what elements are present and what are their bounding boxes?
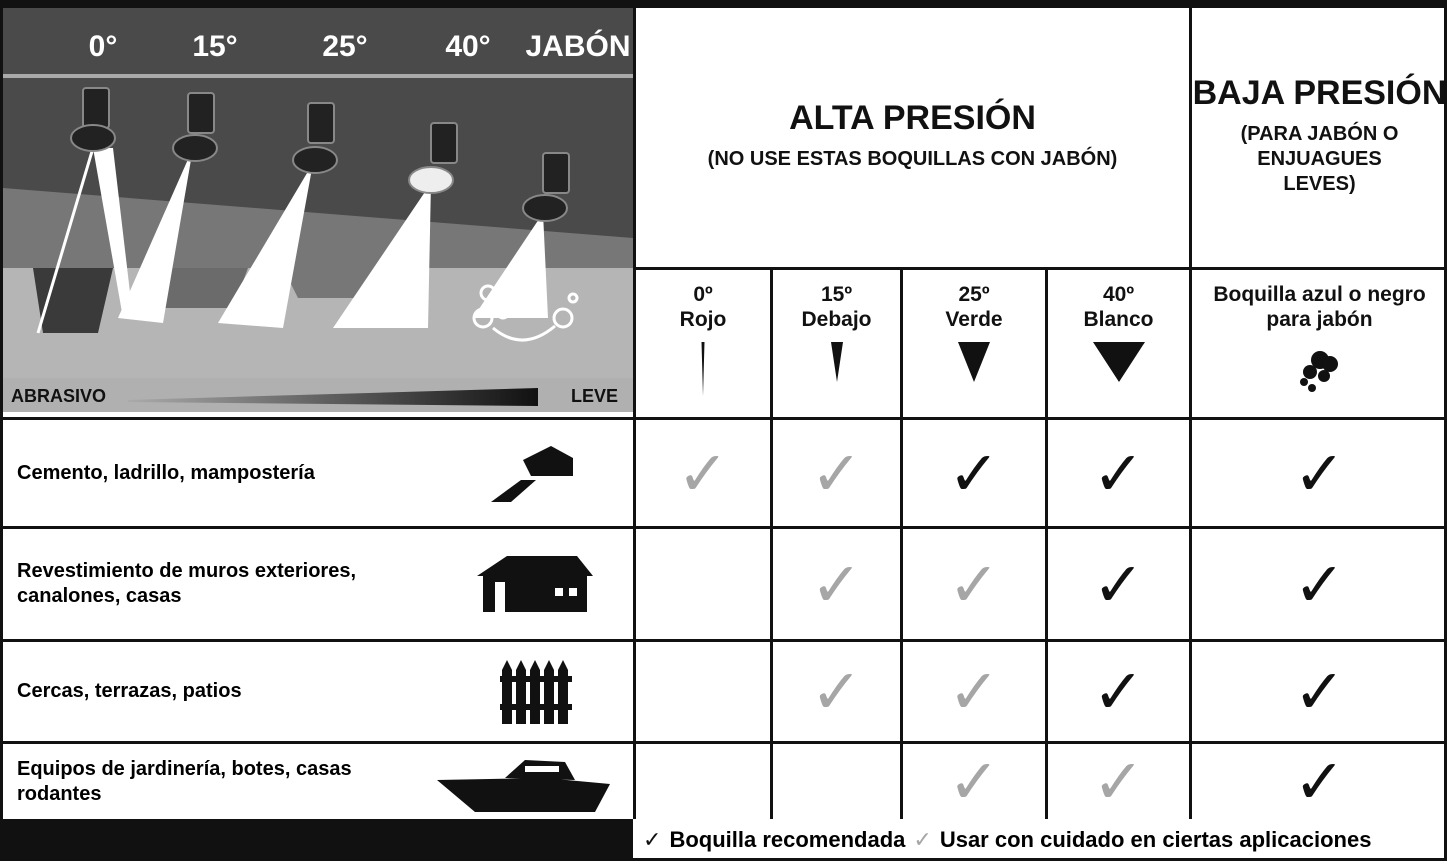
row-label: Revestimiento de muros exteriores, canal… [17,560,357,607]
nozzle-icon [701,342,705,397]
footer-bar [3,819,633,861]
check-mark: ✓ [1293,745,1346,818]
check-cell: ✓ [900,526,1045,639]
legend-mark: ✓ [913,827,932,853]
nozzle-icon [958,342,990,383]
legend-label: Boquilla recomendada [669,827,906,852]
check-cell: ✓ [1189,526,1447,639]
spray-shape [1092,342,1145,383]
surface-icon [500,660,572,724]
check-cell [633,639,770,741]
nozzle-icon [1092,342,1145,383]
row-label: Cercas, terrazas, patios [17,680,242,702]
check-mark: ✓ [1092,547,1145,621]
header-subtitle: (PARA JABÓN O ENJUAGUES LEVES) [1240,123,1399,196]
check-cell: ✓ [900,741,1045,819]
soap-bubble [1321,356,1338,373]
check-cell: ✓ [900,639,1045,741]
check-mark: ✓ [1293,655,1346,728]
nozzle-icon [1299,351,1338,393]
column-header: 25º Verde [900,267,1045,417]
column-name: Boquilla azul o negro para jabón [1213,283,1426,332]
spray-shape [701,342,705,397]
column-angle: 0º [693,283,713,306]
check-cell [633,526,770,639]
check-mark: ✓ [948,655,1000,728]
check-cell: ✓ [770,417,900,526]
check-mark: ✓ [1092,436,1145,510]
column-angle: 15º [820,283,853,306]
check-mark: ✓ [810,655,863,728]
column-angle: 40º [1102,283,1135,306]
check-mark: ✓ [810,547,863,621]
header-subtitle: (NO USE ESTAS BOQUILLAS CON JABÓN) [707,148,1118,171]
column-header: Boquilla azul o negro para jabón [1189,267,1447,417]
check-cell [633,741,770,819]
surface-icon [437,760,610,812]
check-cell: ✓ [770,639,900,741]
row-label: Equipos de jardinería, botes, casas roda… [17,757,352,805]
soap-bubble [1299,378,1308,387]
angle-label: 15° [192,30,237,63]
check-cell: ✓ [633,417,770,526]
check-cell: ✓ [1045,417,1189,526]
check-cell: ✓ [1189,417,1447,526]
check-mark: ✓ [1293,547,1346,621]
column-angle: 25º [958,283,990,306]
check-mark: ✓ [948,436,1000,510]
column-header: 40º Blanco [1045,267,1189,417]
check-mark: ✓ [1092,655,1145,728]
column-header: 15º Debajo [770,267,900,417]
check-cell: ✓ [1045,639,1189,741]
nozzle-illustration: ABRASIVO LEVE 0° 15° 25° 40° JABÓN [3,8,633,412]
legend-mark: ✓ [643,827,662,853]
check-mark: ✓ [677,436,729,510]
check-cell [770,741,900,819]
spray-shape [958,342,990,383]
row-label: Cemento, ladrillo, mampostería [17,461,315,484]
check-cell: ✓ [1189,741,1447,819]
header-title: BAJA PRESIÓN [1192,73,1447,112]
surface-icon [491,445,573,502]
column-name: Debajo [801,308,872,332]
angle-label: 40° [445,30,490,63]
legend: ✓ Boquilla recomendada ✓ Usar con cuidado e… [643,819,1371,861]
scale-left: ABRASIVO [11,386,106,406]
check-mark: ✓ [948,745,1000,818]
soap-bubble [1302,365,1317,380]
check-cell: ✓ [770,526,900,639]
soap-bubble [1307,384,1316,393]
check-mark: ✓ [1092,745,1145,818]
check-mark: ✓ [810,436,863,510]
soap-bubble [1317,370,1330,383]
legend-label: Usar con cuidado en ciertas aplicaciones [939,827,1372,852]
angle-label: JABÓN [525,29,630,63]
check-mark: ✓ [1293,436,1346,510]
check-cell: ✓ [900,417,1045,526]
check-cell: ✓ [1045,741,1189,819]
column-name: Verde [945,308,1003,332]
angle-label: 0° [89,30,118,63]
column-name: Blanco [1083,308,1154,332]
high-pressure-header: ALTA PRESIÓN (NO USE ESTAS BOQUILLAS CON… [633,5,1189,267]
spray-shape [830,342,843,383]
header-title: ALTA PRESIÓN [789,98,1036,137]
check-mark: ✓ [948,547,1000,621]
check-cell: ✓ [1045,526,1189,639]
column-name: Rojo [679,308,727,332]
surface-icon [477,555,593,612]
nozzle-icon [830,342,843,383]
check-cell: ✓ [1189,639,1447,741]
column-header: 0º Rojo [633,267,770,417]
low-pressure-header: BAJA PRESIÓN (PARA JABÓN O ENJUAGUES LEV… [1189,5,1447,267]
angle-label: 25° [322,30,367,63]
scale-right: LEVE [571,386,618,406]
